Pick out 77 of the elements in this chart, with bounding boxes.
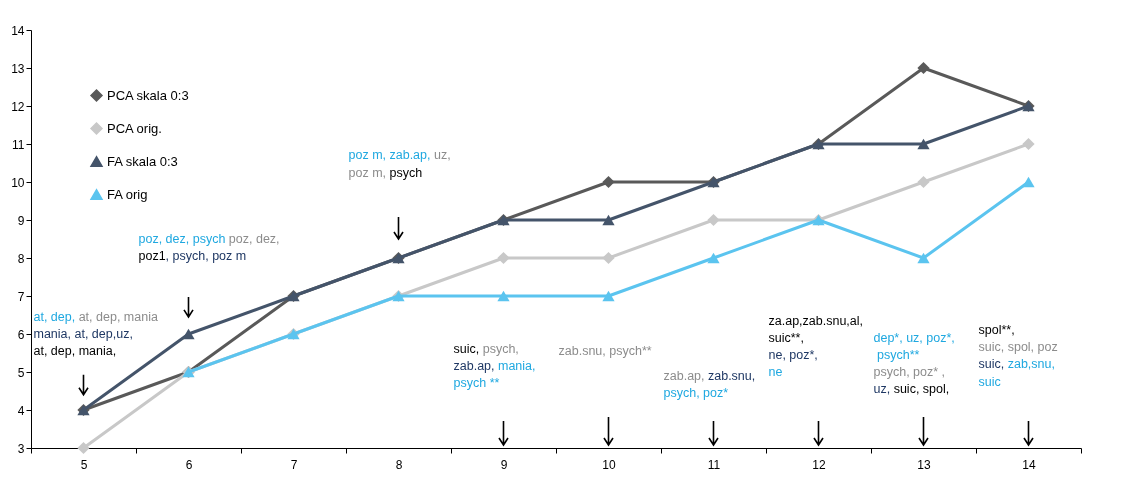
y-tick-label: 7: [17, 289, 25, 304]
y-tick-label: 11: [12, 137, 25, 152]
annotation: zab.snu, psych**: [558, 344, 652, 359]
y-tick-label: 6: [17, 327, 25, 342]
point: [707, 252, 720, 264]
annotation: psych **: [453, 376, 500, 391]
x-tick-label: 10: [602, 457, 616, 472]
annotation: suic,: [453, 342, 480, 357]
x-tick-label: 13: [917, 457, 931, 472]
point: [1022, 176, 1035, 188]
point: [77, 441, 90, 455]
point: [917, 252, 930, 264]
annotation: uz,: [873, 382, 891, 397]
annotation: suic,: [978, 357, 1005, 372]
annotation: poz, dez,: [228, 232, 280, 246]
annotation: psych**: [876, 347, 920, 362]
point: [917, 175, 930, 189]
annotation: psych, poz* ,: [873, 365, 946, 379]
x-tick-label: 7: [290, 457, 298, 472]
annotation: poz m, zab.ap,: [348, 148, 431, 163]
annotation: ne: [768, 365, 783, 379]
annotation: poz, dez, psych: [138, 232, 226, 246]
annotation: psych, poz*: [663, 385, 729, 400]
y-tick-label: 14: [11, 23, 25, 38]
point: [602, 214, 615, 226]
point: [707, 213, 720, 227]
y-tick-label: 4: [17, 403, 25, 418]
annotation: , psych, poz m: [165, 249, 247, 264]
annotation: at, dep,: [33, 309, 76, 324]
point: [917, 61, 930, 75]
x-tick-label: 12: [812, 457, 826, 472]
annotation: suic, spol,: [893, 382, 950, 397]
y-tick-label: 10: [11, 175, 25, 190]
annotation: spol**,: [978, 323, 1015, 338]
point: [602, 290, 615, 302]
annotation: at, dep, mania,: [33, 344, 117, 359]
x-tick-label: 9: [500, 457, 508, 472]
annotation: zab,snu,: [1007, 357, 1055, 372]
annotation: psych,: [482, 342, 519, 357]
x-tick-label: 11: [707, 457, 721, 472]
point: [602, 175, 615, 189]
annotation: suic**,: [768, 330, 804, 345]
annotation: uz,: [433, 148, 451, 163]
y-tick-label: 9: [17, 213, 25, 228]
annotation: suic, spol, poz: [978, 340, 1058, 355]
annotation: psych: [389, 165, 423, 180]
legend-label: PCA skala 0:3: [107, 87, 189, 103]
legend-label: PCA orig.: [107, 120, 162, 136]
y-tick-label: 8: [17, 251, 25, 266]
annotation: suic: [978, 374, 1001, 389]
annotation: zab.snu,: [707, 368, 756, 383]
annotation: ne, poz*,: [768, 347, 818, 362]
y-tick-label: 5: [17, 365, 25, 380]
annotation: mania,: [497, 359, 536, 374]
annotation: zab.ap,: [663, 368, 705, 383]
annotation: poz1: [138, 249, 166, 264]
point: [602, 251, 615, 265]
annotation: zab.ap,: [453, 359, 495, 374]
legend-label: FA skala 0:3: [107, 153, 178, 169]
annotation: at, dep, mania: [78, 309, 158, 324]
x-tick-label: 5: [80, 457, 88, 472]
y-tick-label: 13: [11, 61, 25, 76]
y-tick-label: 12: [11, 99, 25, 114]
y-tick-label: 3: [17, 441, 25, 456]
annotation: dep*, uz, poz*,: [873, 330, 955, 345]
point: [497, 290, 510, 302]
x-tick-label: 14: [1022, 457, 1036, 472]
point: [917, 138, 930, 150]
x-tick-label: 8: [395, 457, 403, 472]
annotation: poz m,: [348, 165, 387, 180]
x-tick-label: 6: [185, 457, 193, 472]
point: [1022, 137, 1035, 151]
annotation: mania, at, dep,uz,: [33, 327, 133, 341]
point: [182, 328, 195, 340]
legend-label: FA orig: [107, 186, 148, 202]
annotation: za.ap,zab.snu,al,: [768, 313, 864, 328]
point: [497, 251, 510, 265]
